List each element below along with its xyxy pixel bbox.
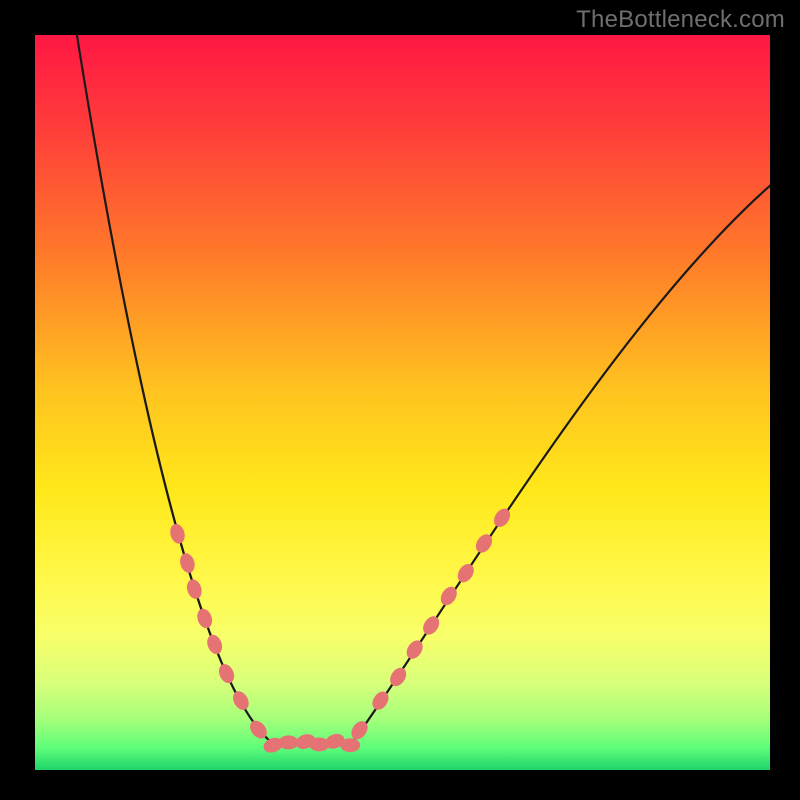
watermark-text: TheBottleneck.com [576, 6, 785, 34]
bead [340, 738, 360, 752]
bottleneck-plot [35, 35, 770, 770]
bead [278, 735, 298, 749]
